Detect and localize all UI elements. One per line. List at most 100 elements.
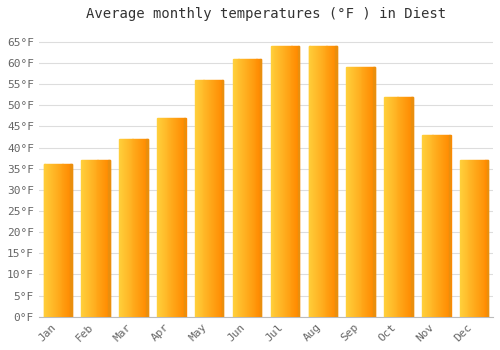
Bar xyxy=(314,46,315,317)
Bar xyxy=(86,160,87,317)
Bar xyxy=(278,46,279,317)
Bar xyxy=(196,80,197,317)
Bar xyxy=(279,46,280,317)
Bar xyxy=(124,139,125,317)
Bar xyxy=(166,118,168,317)
Bar xyxy=(404,97,405,317)
Bar xyxy=(367,67,368,317)
Bar xyxy=(105,160,106,317)
Bar xyxy=(284,46,285,317)
Bar xyxy=(476,160,477,317)
Bar xyxy=(308,46,310,317)
Bar xyxy=(281,46,282,317)
Bar xyxy=(331,46,332,317)
Bar xyxy=(335,46,336,317)
Bar xyxy=(208,80,209,317)
Bar xyxy=(218,80,220,317)
Bar xyxy=(206,80,208,317)
Bar xyxy=(161,118,162,317)
Bar xyxy=(134,139,136,317)
Bar xyxy=(67,164,68,317)
Bar xyxy=(410,97,411,317)
Bar xyxy=(146,139,148,317)
Bar xyxy=(368,67,369,317)
Bar xyxy=(51,164,52,317)
Bar xyxy=(84,160,85,317)
Bar xyxy=(260,59,261,317)
Bar xyxy=(96,160,98,317)
Bar xyxy=(425,135,426,317)
Bar xyxy=(139,139,140,317)
Bar xyxy=(258,59,260,317)
Bar xyxy=(310,46,312,317)
Bar xyxy=(158,118,159,317)
Bar xyxy=(470,160,472,317)
Bar xyxy=(87,160,88,317)
Bar xyxy=(460,160,461,317)
Bar xyxy=(123,139,124,317)
Bar xyxy=(400,97,402,317)
Bar xyxy=(438,135,439,317)
Bar xyxy=(204,80,206,317)
Bar xyxy=(195,80,196,317)
Bar xyxy=(172,118,173,317)
Bar xyxy=(109,160,110,317)
Bar xyxy=(283,46,284,317)
Bar xyxy=(313,46,314,317)
Bar xyxy=(442,135,443,317)
Bar xyxy=(91,160,92,317)
Bar xyxy=(90,160,91,317)
Bar xyxy=(144,139,145,317)
Bar xyxy=(71,164,72,317)
Bar xyxy=(472,160,473,317)
Bar xyxy=(430,135,432,317)
Bar xyxy=(481,160,482,317)
Bar xyxy=(346,67,348,317)
Bar xyxy=(125,139,126,317)
Bar xyxy=(174,118,175,317)
Bar xyxy=(441,135,442,317)
Bar xyxy=(145,139,146,317)
Bar xyxy=(107,160,108,317)
Bar xyxy=(238,59,240,317)
Bar xyxy=(68,164,69,317)
Bar xyxy=(89,160,90,317)
Bar xyxy=(373,67,375,317)
Bar xyxy=(64,164,66,317)
Bar xyxy=(403,97,404,317)
Bar xyxy=(141,139,142,317)
Bar xyxy=(92,160,94,317)
Bar xyxy=(405,97,406,317)
Bar xyxy=(366,67,367,317)
Bar xyxy=(298,46,299,317)
Bar xyxy=(127,139,128,317)
Bar xyxy=(402,97,403,317)
Bar xyxy=(463,160,464,317)
Bar xyxy=(388,97,389,317)
Bar xyxy=(321,46,322,317)
Bar xyxy=(122,139,123,317)
Bar xyxy=(466,160,468,317)
Bar xyxy=(220,80,222,317)
Bar xyxy=(272,46,274,317)
Bar xyxy=(157,118,158,317)
Bar xyxy=(350,67,351,317)
Bar xyxy=(464,160,466,317)
Bar xyxy=(126,139,127,317)
Bar xyxy=(411,97,412,317)
Bar xyxy=(280,46,281,317)
Bar xyxy=(398,97,400,317)
Bar xyxy=(312,46,314,317)
Bar xyxy=(475,160,476,317)
Bar xyxy=(233,59,234,317)
Bar xyxy=(287,46,288,317)
Bar xyxy=(446,135,448,317)
Bar xyxy=(482,160,484,317)
Bar xyxy=(286,46,287,317)
Bar xyxy=(392,97,393,317)
Bar xyxy=(162,118,163,317)
Bar xyxy=(260,59,261,317)
Bar xyxy=(296,46,297,317)
Bar xyxy=(372,67,373,317)
Bar xyxy=(213,80,214,317)
